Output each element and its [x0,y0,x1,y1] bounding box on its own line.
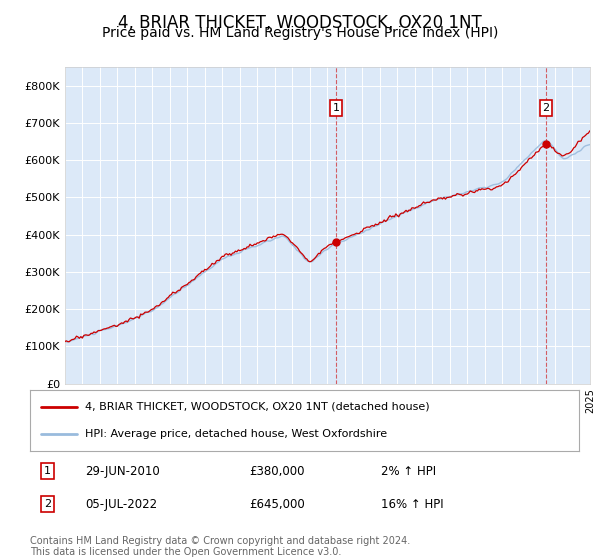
Text: 29-JUN-2010: 29-JUN-2010 [85,465,160,478]
Text: 4, BRIAR THICKET, WOODSTOCK, OX20 1NT (detached house): 4, BRIAR THICKET, WOODSTOCK, OX20 1NT (d… [85,402,430,412]
Text: £380,000: £380,000 [250,465,305,478]
Text: 2: 2 [542,103,550,113]
Text: 1: 1 [332,103,340,113]
Text: 2: 2 [44,499,51,509]
Text: £645,000: £645,000 [250,498,305,511]
Text: Price paid vs. HM Land Registry's House Price Index (HPI): Price paid vs. HM Land Registry's House … [102,26,498,40]
Text: HPI: Average price, detached house, West Oxfordshire: HPI: Average price, detached house, West… [85,430,387,440]
Text: 05-JUL-2022: 05-JUL-2022 [85,498,157,511]
Text: 4, BRIAR THICKET, WOODSTOCK, OX20 1NT: 4, BRIAR THICKET, WOODSTOCK, OX20 1NT [118,14,482,32]
Text: 16% ↑ HPI: 16% ↑ HPI [382,498,444,511]
Text: 2% ↑ HPI: 2% ↑ HPI [382,465,436,478]
Text: 1: 1 [44,466,51,476]
Text: Contains HM Land Registry data © Crown copyright and database right 2024.
This d: Contains HM Land Registry data © Crown c… [30,535,410,557]
